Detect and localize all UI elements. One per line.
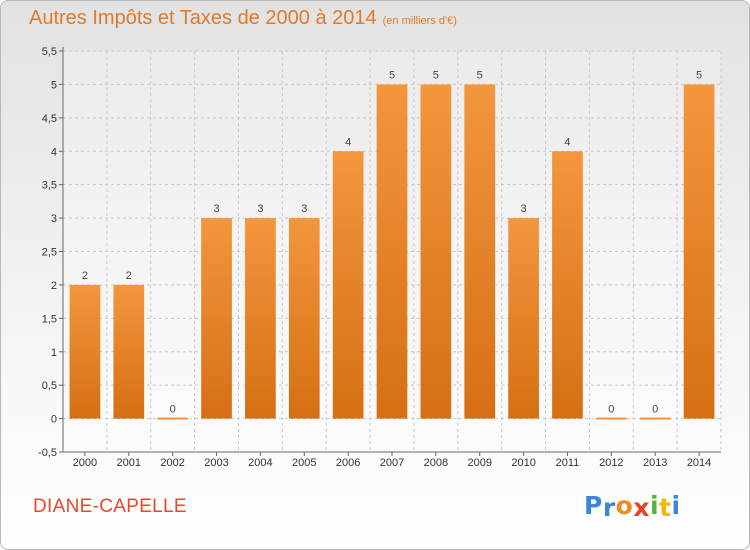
x-tick-label: 2013 bbox=[643, 457, 667, 469]
logo-letter: i bbox=[650, 491, 660, 520]
bar bbox=[113, 284, 145, 419]
data-label: 0 bbox=[608, 404, 614, 416]
bar bbox=[595, 417, 627, 420]
data-label: 3 bbox=[301, 203, 307, 215]
bar bbox=[376, 84, 408, 419]
x-tick-label: 2007 bbox=[380, 457, 404, 469]
chart-title: Autres Impôts et Taxes de 2000 à 2014 (en… bbox=[29, 7, 457, 30]
logo-letter: o bbox=[615, 491, 634, 520]
bar bbox=[157, 417, 189, 420]
bar bbox=[201, 218, 232, 419]
y-tick-label: 5 bbox=[51, 79, 57, 91]
x-tick-label: 2011 bbox=[556, 457, 580, 469]
data-label: 3 bbox=[521, 203, 527, 215]
data-label: 4 bbox=[564, 136, 570, 148]
x-tick-label: 2004 bbox=[248, 457, 272, 469]
y-tick-label: 0 bbox=[51, 414, 57, 426]
city-name: DIANE-CAPELLE bbox=[33, 496, 187, 517]
logo-letter: i bbox=[671, 491, 681, 520]
bar bbox=[332, 151, 364, 419]
bar bbox=[245, 218, 276, 419]
data-label: 2 bbox=[126, 270, 132, 282]
x-tick-label: 2012 bbox=[599, 457, 623, 469]
y-tick-label: 5,5 bbox=[42, 46, 57, 58]
bar bbox=[420, 84, 452, 419]
y-tick-label: 0,5 bbox=[42, 380, 57, 392]
bar bbox=[508, 218, 539, 419]
chart-title-text: Autres Impôts et Taxes de 2000 à 2014 bbox=[29, 7, 377, 29]
y-tick-label: 3,5 bbox=[42, 180, 57, 192]
y-tick-label: -0,5 bbox=[38, 447, 57, 459]
data-label: 4 bbox=[345, 136, 351, 148]
x-tick-label: 2002 bbox=[160, 457, 184, 469]
x-tick-label: 2003 bbox=[204, 457, 228, 469]
bar bbox=[683, 84, 715, 419]
data-label: 5 bbox=[389, 69, 395, 81]
bar bbox=[639, 417, 671, 420]
y-tick-label: 4 bbox=[51, 146, 57, 158]
y-tick-label: 2,5 bbox=[42, 247, 57, 259]
proxiti-logo[interactable]: Proxiti bbox=[584, 491, 681, 522]
y-tick-label: 4,5 bbox=[42, 113, 57, 125]
data-label: 5 bbox=[696, 69, 702, 81]
bar bbox=[288, 218, 320, 419]
y-tick-label: 1 bbox=[51, 347, 57, 359]
data-label: 0 bbox=[652, 404, 658, 416]
x-tick-label: 2005 bbox=[292, 457, 316, 469]
x-tick-label: 2008 bbox=[424, 457, 448, 469]
bar bbox=[69, 284, 101, 419]
x-tick-label: 2009 bbox=[467, 457, 491, 469]
data-label: 0 bbox=[170, 404, 176, 416]
data-label: 3 bbox=[213, 203, 219, 215]
logo-letter: r bbox=[602, 493, 616, 522]
x-tick-label: 2006 bbox=[336, 457, 360, 469]
data-label: 5 bbox=[433, 69, 439, 81]
x-tick-label: 2000 bbox=[73, 457, 97, 469]
y-tick-label: 3 bbox=[51, 213, 57, 225]
logo-letter: x bbox=[633, 493, 650, 522]
x-tick-label: 2010 bbox=[511, 457, 535, 469]
y-tick-label: 1,5 bbox=[42, 313, 57, 325]
chart-unit: (en milliers d'€) bbox=[382, 15, 457, 27]
data-label: 5 bbox=[477, 69, 483, 81]
data-label: 2 bbox=[82, 270, 88, 282]
bar bbox=[464, 84, 496, 419]
data-label: 3 bbox=[257, 203, 263, 215]
logo-letter: P bbox=[584, 491, 603, 520]
y-tick-label: 2 bbox=[51, 280, 57, 292]
logo-letter: t bbox=[659, 493, 672, 522]
bar bbox=[552, 151, 583, 419]
x-tick-label: 2014 bbox=[687, 457, 711, 469]
x-tick-label: 2001 bbox=[117, 457, 141, 469]
